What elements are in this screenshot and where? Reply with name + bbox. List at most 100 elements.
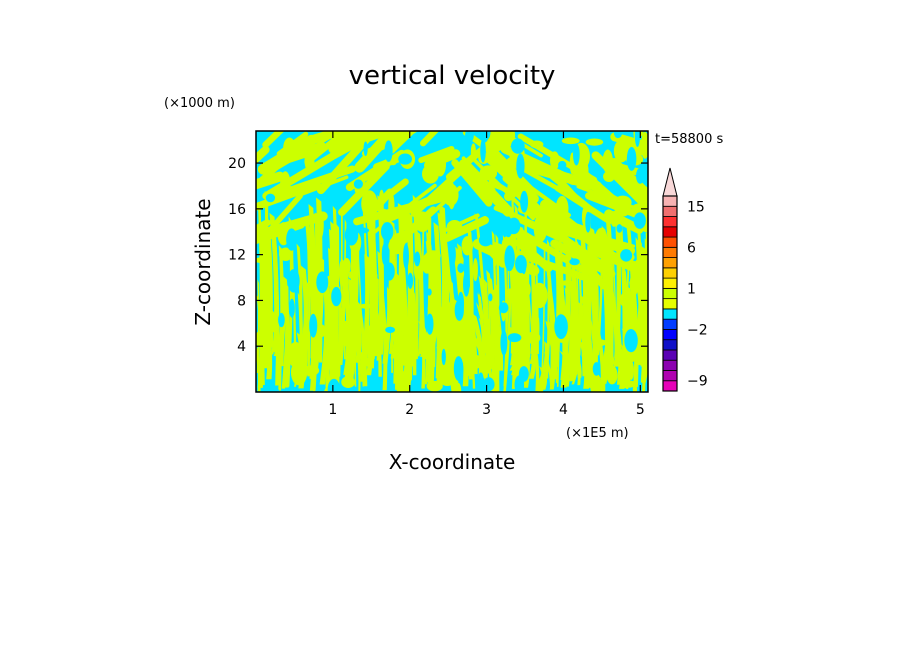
positive-blob [497, 131, 516, 149]
positive-blob [479, 165, 498, 181]
positive-streak [641, 257, 648, 392]
colorbar-segment [662, 308, 678, 320]
negative-blob [427, 288, 432, 296]
negative-blob [520, 190, 529, 213]
negative-blob [363, 141, 368, 156]
positive-blob [318, 210, 324, 239]
positive-streak [545, 320, 556, 373]
positive-streak [620, 343, 629, 389]
positive-streak [565, 281, 575, 387]
positive-streak [385, 286, 389, 369]
positive-streak [474, 212, 489, 354]
positive-blob [436, 306, 447, 323]
positive-blob [472, 181, 482, 191]
positive-streak [422, 329, 433, 383]
positive-band [340, 131, 358, 139]
positive-blob [339, 320, 356, 347]
positive-blob [426, 380, 443, 392]
positive-streak [602, 273, 610, 359]
colorbar-segment [662, 216, 678, 228]
positive-band [493, 205, 531, 225]
positive-streak [511, 197, 516, 360]
colorbar-frame [662, 195, 678, 392]
positive-blob [466, 354, 483, 370]
negative-blob [278, 312, 285, 328]
positive-band [353, 194, 447, 226]
negative-blob [554, 314, 568, 340]
positive-band [262, 131, 285, 149]
negative-blob [448, 242, 456, 266]
negative-blob [286, 228, 298, 251]
positive-blob [619, 177, 632, 184]
positive-blob [504, 191, 514, 202]
positive-blob [545, 220, 562, 228]
positive-streak [300, 290, 307, 358]
positive-band [419, 131, 440, 147]
positive-blob [348, 271, 354, 279]
negative-blob [414, 251, 421, 267]
positive-blob [521, 304, 531, 316]
negative-blob [480, 138, 486, 163]
positive-blob [334, 338, 339, 361]
positive-blob [585, 138, 604, 146]
colorbar-segment [662, 380, 678, 392]
positive-streak [304, 215, 316, 381]
positive-streak [452, 297, 462, 364]
positive-blob [388, 192, 395, 221]
colorbar-segment [662, 236, 678, 248]
negative-blob [515, 254, 527, 274]
y-tick-label: 16 [228, 202, 246, 218]
negative-blob [461, 189, 466, 205]
negative-blob [287, 269, 300, 293]
negative-blob [407, 272, 414, 289]
positive-blob [515, 323, 529, 337]
negative-blob [498, 302, 509, 314]
negative-blob [384, 262, 395, 281]
positive-blob [628, 360, 635, 380]
colorbar-label: 1 [687, 281, 696, 297]
positive-blob [602, 149, 613, 174]
positive-streak [282, 288, 289, 367]
positive-streak [256, 346, 261, 392]
colorbar-segment [662, 349, 678, 361]
negative-blob [457, 263, 465, 273]
positive-band [535, 218, 636, 256]
positive-streak [600, 342, 608, 380]
positive-blob [361, 190, 378, 218]
positive-blob [414, 211, 431, 233]
positive-streak [462, 290, 470, 372]
positive-blob [513, 278, 531, 301]
positive-streak [444, 285, 459, 361]
positive-blob [538, 377, 544, 392]
negative-blob [381, 243, 387, 265]
positive-blob [530, 140, 544, 149]
positive-streak [458, 289, 468, 376]
positive-blob [262, 336, 274, 350]
positive-band [610, 132, 648, 151]
positive-blob [613, 195, 632, 209]
positive-streak [437, 212, 450, 377]
colorbar-label: 6 [687, 240, 696, 256]
negative-blob [572, 143, 580, 166]
positive-blob [382, 136, 393, 142]
positive-blob [590, 373, 602, 392]
positive-streak [618, 202, 626, 361]
colorbar-segment [662, 195, 678, 207]
positive-band [348, 131, 369, 149]
negative-blob [441, 348, 446, 366]
colorbar-segment [662, 257, 678, 269]
positive-streak [641, 340, 648, 383]
negative-blob [331, 286, 342, 307]
positive-band [256, 180, 321, 211]
negative-blob [327, 378, 341, 392]
positive-blob [529, 169, 538, 176]
colorbar: 15 6 1 −2 −9 [662, 167, 708, 392]
positive-blob [619, 290, 636, 309]
negative-blob [634, 131, 641, 148]
positive-blob [403, 370, 411, 392]
positive-streak [376, 202, 384, 353]
positive-blob [603, 171, 615, 182]
negative-blob [384, 140, 393, 162]
negative-blob [463, 271, 470, 297]
positive-blob [341, 376, 356, 389]
